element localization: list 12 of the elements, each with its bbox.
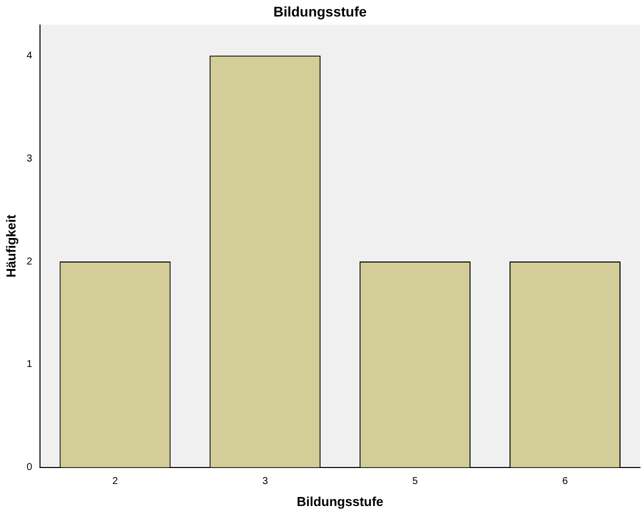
- x-tick-label: 6: [562, 476, 568, 488]
- y-tick-label: 2: [26, 256, 33, 268]
- y-axis-title: Häufigkeit: [3, 214, 18, 278]
- chart-title: Bildungsstufe: [273, 3, 367, 20]
- x-tick-label: 5: [412, 476, 418, 488]
- x-tick-label: 3: [262, 476, 268, 488]
- y-tick-label: 0: [26, 462, 33, 474]
- x-tick-label: 2: [112, 476, 118, 488]
- x-axis-title: Bildungsstufe: [296, 494, 384, 509]
- y-tick-label: 3: [26, 153, 33, 164]
- y-tick-label: 1: [26, 359, 33, 370]
- y-tick-label: 4: [26, 50, 33, 62]
